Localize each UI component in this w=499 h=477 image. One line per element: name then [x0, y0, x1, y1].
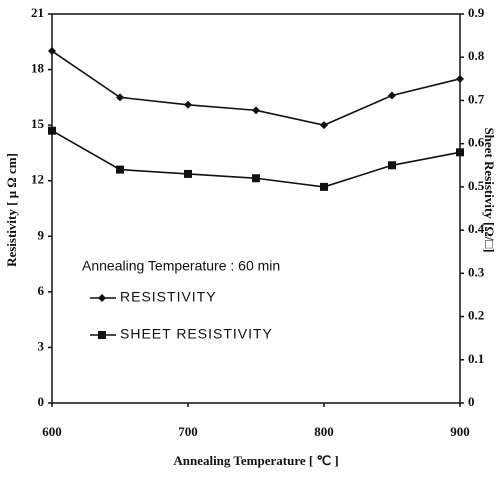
legend-label: SHEET RESISTIVITY	[120, 326, 273, 342]
marker	[320, 121, 328, 130]
y2-tick-label: 0.4	[468, 221, 485, 236]
y2-tick-label: 0.5	[468, 178, 485, 193]
y-tick-label: 6	[38, 283, 45, 298]
y2-axis-label: Sheet Resistivity [Ω/□]	[482, 127, 497, 252]
y2-tick-label: 0.6	[468, 135, 485, 150]
y2-tick-label: 0.2	[468, 308, 484, 323]
y2-tick-label: 0	[468, 394, 475, 409]
y2-tick-label: 0.9	[468, 5, 485, 20]
y2-tick-label: 0.1	[468, 351, 484, 366]
marker	[252, 174, 260, 183]
marker	[456, 74, 464, 83]
y2-tick-label: 0.8	[468, 48, 485, 63]
marker	[116, 93, 124, 102]
legend-label: RESISTIVITY	[120, 289, 217, 305]
marker	[48, 47, 56, 56]
y-tick-label: 15	[31, 116, 45, 131]
y-tick-label: 12	[31, 172, 44, 187]
y-tick-label: 18	[31, 61, 45, 76]
y-tick-label: 0	[38, 394, 45, 409]
marker	[184, 169, 192, 178]
marker	[456, 148, 464, 157]
x-tick-label: 600	[42, 424, 62, 439]
y-tick-label: 3	[38, 338, 45, 353]
marker	[252, 106, 260, 115]
x-tick-label: 900	[450, 424, 470, 439]
y-axis-label: Resistivity [ μ Ω cm]	[4, 153, 19, 267]
marker	[98, 294, 106, 302]
marker	[116, 165, 124, 174]
y2-tick-label: 0.7	[468, 91, 485, 106]
marker	[388, 161, 396, 170]
x-axis-label: Annealing Temperature [ ℃ ]	[173, 453, 338, 468]
x-tick-label: 800	[314, 424, 334, 439]
marker	[388, 91, 396, 100]
annotation: Annealing Temperature : 60 min	[82, 258, 280, 274]
x-tick-label: 700	[178, 424, 198, 439]
marker	[320, 182, 328, 191]
marker	[98, 331, 106, 339]
marker	[184, 100, 192, 109]
y2-tick-label: 0.3	[468, 264, 485, 279]
y-tick-label: 21	[31, 5, 44, 20]
y-tick-label: 9	[38, 227, 45, 242]
marker	[48, 126, 56, 135]
